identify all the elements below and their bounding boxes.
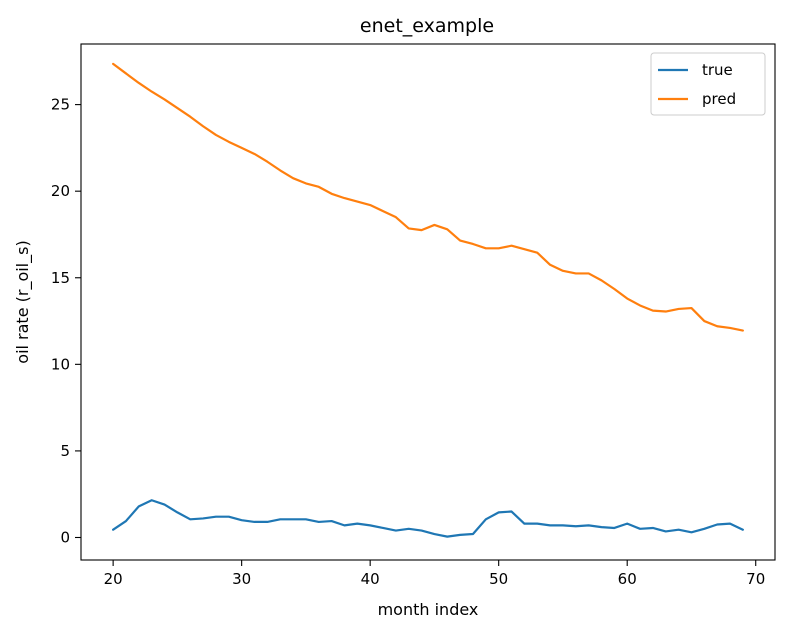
series-line-pred (112, 62, 744, 332)
legend-label-true: true (702, 61, 733, 79)
x-tick-label: 50 (489, 570, 508, 588)
x-tick-label: 20 (104, 570, 123, 588)
series-lines (112, 62, 744, 538)
y-tick-label: 0 (60, 528, 70, 546)
x-tick-label: 60 (618, 570, 637, 588)
x-axis: 20 30 40 50 60 70 (104, 560, 765, 588)
x-tick-label: 30 (232, 570, 251, 588)
chart-title: enet_example (360, 15, 494, 37)
y-tick-label: 20 (51, 182, 70, 200)
y-tick-label: 5 (60, 442, 70, 460)
plot-area-frame (80, 43, 776, 561)
x-axis-label: month index (378, 600, 479, 619)
x-tick-label: 70 (746, 570, 765, 588)
x-tick-label: 40 (361, 570, 380, 588)
y-tick-label: 10 (51, 355, 70, 373)
y-tick-label: 25 (51, 96, 70, 114)
legend-label-pred: pred (702, 90, 736, 108)
y-axis-label: oil rate (r_oil_s) (13, 240, 33, 363)
y-tick-label: 15 (51, 269, 70, 287)
legend: true pred (650, 52, 766, 116)
y-axis: 0 5 10 15 20 25 (51, 96, 81, 546)
series-line-true (112, 499, 744, 538)
